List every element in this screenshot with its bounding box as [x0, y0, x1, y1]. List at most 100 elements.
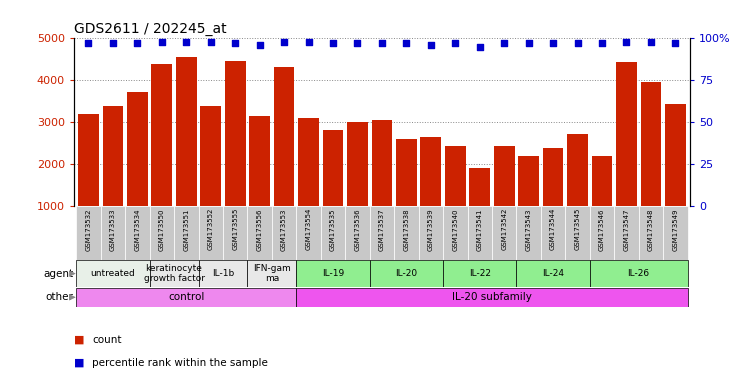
FancyBboxPatch shape — [76, 288, 297, 307]
FancyBboxPatch shape — [321, 206, 345, 260]
FancyBboxPatch shape — [100, 206, 125, 260]
Point — [401, 40, 413, 46]
Bar — [445, 146, 466, 206]
FancyBboxPatch shape — [418, 206, 443, 260]
Text: GSM173548: GSM173548 — [648, 208, 654, 250]
Text: IFN-gam
ma: IFN-gam ma — [253, 264, 291, 283]
Point — [425, 42, 437, 48]
Text: GSM173547: GSM173547 — [624, 208, 630, 250]
Point — [523, 40, 534, 46]
FancyBboxPatch shape — [565, 206, 590, 260]
Text: GSM173554: GSM173554 — [306, 208, 311, 250]
Point — [547, 40, 559, 46]
Bar — [274, 66, 294, 206]
Point — [230, 40, 241, 46]
Text: GSM173549: GSM173549 — [672, 208, 678, 250]
Text: IL-24: IL-24 — [542, 269, 564, 278]
FancyBboxPatch shape — [394, 206, 418, 260]
FancyBboxPatch shape — [541, 206, 565, 260]
FancyBboxPatch shape — [247, 260, 297, 287]
FancyBboxPatch shape — [638, 206, 663, 260]
Point — [254, 42, 266, 48]
Text: GSM173552: GSM173552 — [207, 208, 214, 250]
Bar — [249, 116, 270, 206]
Bar — [225, 61, 246, 206]
Text: GSM173537: GSM173537 — [379, 208, 385, 251]
FancyBboxPatch shape — [590, 206, 614, 260]
Point — [83, 40, 94, 46]
Text: GSM173555: GSM173555 — [232, 208, 238, 250]
FancyBboxPatch shape — [174, 206, 199, 260]
FancyBboxPatch shape — [297, 288, 688, 307]
Bar — [469, 168, 490, 206]
Text: IL-20: IL-20 — [396, 269, 418, 278]
Point — [449, 40, 461, 46]
Text: GSM173533: GSM173533 — [110, 208, 116, 251]
FancyBboxPatch shape — [443, 206, 467, 260]
Point — [474, 44, 486, 50]
Point — [669, 40, 681, 46]
Point — [327, 40, 339, 46]
Bar — [151, 65, 172, 206]
Text: count: count — [92, 335, 122, 345]
Text: GSM173540: GSM173540 — [452, 208, 458, 250]
Bar — [518, 156, 539, 206]
Bar — [421, 137, 441, 206]
Point — [351, 40, 363, 46]
Text: GSM173535: GSM173535 — [330, 208, 336, 250]
FancyBboxPatch shape — [76, 260, 150, 287]
Bar — [396, 139, 417, 206]
Text: IL-22: IL-22 — [469, 269, 491, 278]
Bar — [103, 106, 123, 206]
Point — [498, 40, 510, 46]
FancyBboxPatch shape — [345, 206, 370, 260]
Bar — [176, 57, 197, 206]
Point — [572, 40, 584, 46]
Text: ■: ■ — [74, 335, 84, 345]
FancyBboxPatch shape — [614, 206, 638, 260]
Text: GSM173551: GSM173551 — [183, 208, 189, 250]
Point — [180, 39, 192, 45]
Text: IL-26: IL-26 — [627, 269, 649, 278]
FancyBboxPatch shape — [76, 206, 100, 260]
Bar — [371, 120, 393, 206]
Text: GSM173545: GSM173545 — [575, 208, 581, 250]
FancyBboxPatch shape — [223, 206, 247, 260]
Text: IL-19: IL-19 — [322, 269, 344, 278]
Text: keratinocyte
growth factor: keratinocyte growth factor — [144, 264, 204, 283]
Bar — [616, 62, 637, 206]
Text: untreated: untreated — [91, 269, 135, 278]
Bar — [494, 146, 514, 206]
Point — [156, 39, 168, 45]
Bar — [347, 122, 368, 206]
Text: ■: ■ — [74, 358, 84, 368]
Text: GSM173556: GSM173556 — [257, 208, 263, 250]
Point — [303, 39, 314, 45]
Bar — [542, 149, 564, 206]
Text: GSM173543: GSM173543 — [525, 208, 531, 250]
Text: GSM173541: GSM173541 — [477, 208, 483, 250]
Point — [107, 40, 119, 46]
Bar — [127, 92, 148, 206]
FancyBboxPatch shape — [370, 206, 394, 260]
Bar — [323, 131, 343, 206]
Text: other: other — [46, 292, 73, 302]
Text: GSM173542: GSM173542 — [501, 208, 507, 250]
FancyBboxPatch shape — [590, 260, 688, 287]
Bar — [298, 118, 319, 206]
FancyBboxPatch shape — [663, 206, 688, 260]
FancyBboxPatch shape — [272, 206, 297, 260]
Text: GSM173546: GSM173546 — [599, 208, 605, 250]
Text: IL-20 subfamily: IL-20 subfamily — [452, 292, 532, 302]
FancyBboxPatch shape — [492, 206, 517, 260]
FancyBboxPatch shape — [297, 260, 370, 287]
FancyBboxPatch shape — [297, 206, 321, 260]
FancyBboxPatch shape — [517, 260, 590, 287]
Bar — [665, 104, 686, 206]
Bar — [78, 114, 99, 206]
Text: GSM173538: GSM173538 — [404, 208, 410, 251]
Point — [376, 40, 388, 46]
FancyBboxPatch shape — [199, 260, 247, 287]
Bar — [567, 134, 588, 206]
Bar — [641, 82, 661, 206]
